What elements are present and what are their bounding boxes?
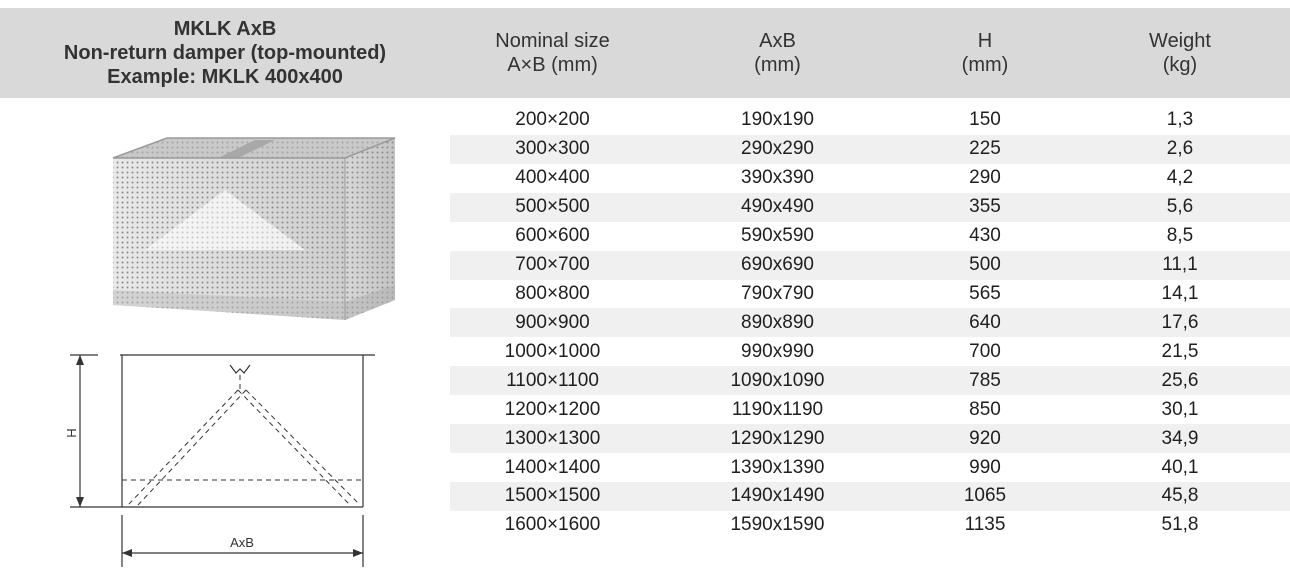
height-cell: 565: [969, 282, 1001, 304]
weight-cell: 25,6: [1161, 369, 1199, 391]
dimension-drawing: H AxB: [64, 354, 375, 567]
table-row: 1100×1100 1090x1090 785 25,6: [450, 366, 1290, 396]
nominal-size-cell: 700×700: [515, 254, 590, 276]
height-cell: 500: [969, 254, 1001, 276]
table-row: 800×800 790x790 565 14,1: [450, 280, 1290, 309]
weight-cell: 4,2: [1166, 167, 1194, 189]
nominal-size-cell: 1300×1300: [504, 427, 601, 449]
axb-cell: 1290x1290: [730, 427, 825, 449]
height-cell: 700: [969, 340, 1001, 362]
axb-cell: 1390x1390: [730, 456, 825, 478]
axb-cell: 1190x1190: [731, 398, 824, 420]
height-cell: 430: [969, 225, 1001, 247]
column-header-unit: (mm): [754, 54, 801, 76]
height-cell: 1135: [964, 514, 1006, 536]
damper-product-image: [112, 137, 396, 320]
column-header-h: H (mm): [900, 8, 1070, 98]
axb-cell: 390x390: [741, 167, 814, 189]
weight-cell: 34,9: [1161, 427, 1199, 449]
weight-cell: 1,3: [1166, 109, 1194, 131]
weight-cell: 11,1: [1162, 254, 1198, 276]
column-header-line: H: [977, 30, 993, 52]
table-header: MKLK AxB Non-return damper (top-mounted)…: [0, 8, 1290, 98]
column-header-weight: Weight (kg): [1070, 8, 1290, 98]
nominal-size-cell: 1000×1000: [504, 340, 601, 362]
axb-cell: 1490x1490: [730, 485, 825, 507]
nominal-size-cell: 1100×1100: [506, 369, 599, 391]
table-row: 300×300 290x290 225 2,6: [450, 134, 1290, 164]
axb-cell: 290x290: [741, 138, 814, 160]
height-cell: 640: [969, 311, 1001, 333]
table-row: 1600×1600 1590x1590 1135 51,8: [450, 511, 1290, 540]
nominal-size-cell: 1400×1400: [504, 456, 601, 478]
data-table: 200×200 190x190 150 1,3 300×300 290x290 225 2,…: [450, 106, 1290, 540]
table-row: 400×400 390x390 290 4,2: [450, 164, 1290, 193]
column-header-line: Weight: [1149, 30, 1211, 52]
nominal-size-cell: 800×800: [515, 282, 590, 304]
column-header-unit: (mm): [961, 54, 1009, 76]
table-row: 500×500 490x490 355 5,6: [450, 192, 1290, 222]
weight-cell: 51,8: [1161, 514, 1199, 536]
axb-cell: 1090x1090: [730, 369, 825, 391]
table-row: 1000×1000 990x990 700 21,5: [450, 337, 1290, 366]
axb-cell: 190x190: [741, 109, 814, 131]
product-example: Example: MKLK 400x400: [107, 66, 343, 88]
weight-cell: 40,1: [1161, 456, 1199, 478]
axb-cell: 690x690: [741, 254, 814, 276]
height-cell: 850: [969, 398, 1001, 420]
axb-cell: 790x790: [741, 282, 814, 304]
column-header-line: AxB: [759, 30, 796, 52]
table-row: 900×900 890x890 640 17,6: [450, 308, 1290, 338]
height-cell: 990: [969, 456, 1001, 478]
axb-cell: 890x890: [741, 311, 814, 333]
axb-cell: 1590x1590: [730, 514, 825, 536]
table-row: 1500×1500 1490x1490 1065 45,8: [450, 481, 1290, 511]
height-cell: 355: [969, 196, 1001, 218]
weight-cell: 30,1: [1161, 398, 1199, 420]
column-header-unit: (kg): [1162, 54, 1198, 76]
column-header-axb: AxB (mm): [655, 8, 900, 98]
weight-cell: 2,6: [1166, 138, 1194, 160]
table-row: 700×700 690x690 500 11,1: [450, 250, 1290, 280]
weight-cell: 21,5: [1161, 340, 1199, 362]
column-header-line: Nominal size: [495, 30, 610, 52]
column-header-nominal-size: Nominal size A×B (mm): [450, 8, 655, 98]
height-cell: 785: [969, 369, 1001, 391]
product-title: MKLK AxB Non-return damper (top-mounted)…: [0, 8, 450, 98]
axb-cell: 590x590: [741, 225, 814, 247]
nominal-size-cell: 1500×1500: [504, 485, 601, 507]
table-row: 600×600 590x590 430 8,5: [450, 222, 1290, 251]
weight-cell: 14,1: [1161, 282, 1199, 304]
weight-cell: 45,8: [1161, 485, 1199, 507]
axb-cell: 490x490: [741, 196, 814, 218]
nominal-size-cell: 500×500: [515, 196, 590, 218]
product-name: MKLK AxB: [173, 18, 277, 40]
table-row: 1400×1400 1390x1390 990 40,1: [450, 453, 1290, 482]
weight-cell: 8,5: [1166, 225, 1194, 247]
nominal-size-cell: 400×400: [515, 167, 590, 189]
height-label: H: [64, 428, 79, 437]
table-row: 1300×1300 1290x1290 920 34,9: [450, 424, 1290, 454]
nominal-size-cell: 1200×1200: [504, 398, 601, 420]
nominal-size-cell: 600×600: [515, 225, 590, 247]
table-row: 1200×1200 1190x1190 850 30,1: [450, 395, 1290, 424]
table-row: 200×200 190x190 150 1,3: [450, 106, 1290, 135]
weight-cell: 17,6: [1161, 311, 1199, 333]
nominal-size-cell: 300×300: [515, 138, 590, 160]
height-cell: 1065: [963, 485, 1007, 507]
height-cell: 225: [969, 138, 1001, 160]
product-description: Non-return damper (top-mounted): [63, 42, 387, 64]
height-cell: 150: [969, 109, 1001, 131]
nominal-size-cell: 900×900: [515, 311, 590, 333]
weight-cell: 5,6: [1166, 196, 1194, 218]
height-cell: 290: [969, 167, 1001, 189]
nominal-size-cell: 1600×1600: [504, 514, 601, 536]
axb-cell: 990x990: [741, 340, 814, 362]
nominal-size-cell: 200×200: [515, 109, 590, 131]
column-header-unit: A×B (mm): [507, 54, 598, 76]
height-cell: 920: [969, 427, 1001, 449]
width-label: AxB: [230, 535, 254, 550]
